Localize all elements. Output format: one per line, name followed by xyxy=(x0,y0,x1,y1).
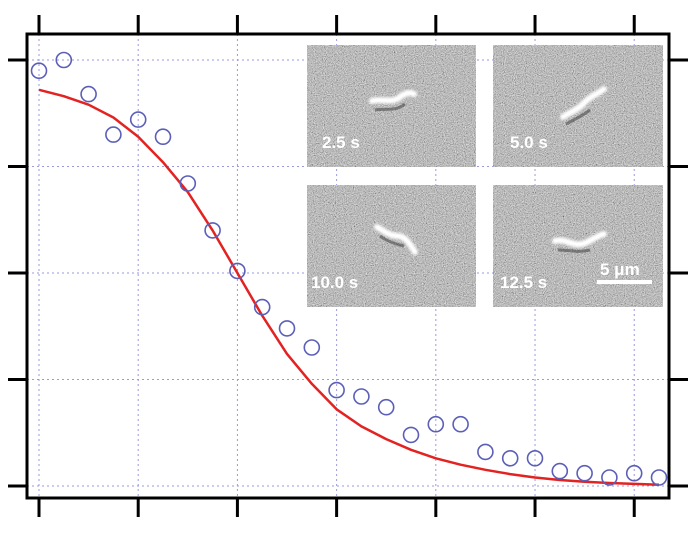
data-point xyxy=(278,320,296,337)
data-point xyxy=(452,415,469,433)
data-point xyxy=(30,62,48,79)
data-point xyxy=(402,426,420,444)
data-point xyxy=(328,381,345,399)
filament-shape xyxy=(552,231,607,248)
data-point xyxy=(601,469,618,486)
data-point xyxy=(650,469,668,486)
scale-bar-label: 5 μm xyxy=(600,260,640,279)
plot-frame xyxy=(25,32,671,500)
data-point xyxy=(179,175,197,192)
data-point xyxy=(55,51,73,69)
axis-ticks xyxy=(8,15,688,517)
fit-curve-layer xyxy=(38,88,660,486)
data-point xyxy=(625,464,643,482)
inset-label: 2.5 s xyxy=(322,133,360,152)
filament-shape xyxy=(374,224,418,255)
data-point xyxy=(80,85,97,103)
inset-label: 10.0 s xyxy=(311,273,358,292)
filament-shape xyxy=(560,86,607,120)
data-point xyxy=(501,449,519,467)
data-point xyxy=(526,449,544,467)
inset-10-0s: 10.0 s xyxy=(307,185,476,307)
filament-shape xyxy=(369,90,417,104)
data-point xyxy=(303,339,321,356)
data-point xyxy=(229,262,246,280)
data-point xyxy=(477,443,494,461)
inset-12-5s: 12.5 s 5 μm xyxy=(493,185,663,307)
inset-5-0s: 5.0 s xyxy=(493,45,663,167)
inset-label: 5.0 s xyxy=(510,133,548,152)
data-point xyxy=(204,222,221,239)
inset-label: 12.5 s xyxy=(500,273,547,292)
data-point xyxy=(576,464,593,482)
data-point xyxy=(427,415,445,433)
data-point xyxy=(105,126,122,143)
data-point xyxy=(253,298,271,316)
data-point xyxy=(129,111,147,128)
data-point xyxy=(551,462,569,480)
fit-curve xyxy=(38,88,660,486)
data-points-layer xyxy=(30,51,668,486)
data-point xyxy=(154,128,172,145)
inset-2-5s: 2.5 s xyxy=(307,45,476,167)
data-point xyxy=(377,398,395,416)
data-point xyxy=(353,388,370,405)
